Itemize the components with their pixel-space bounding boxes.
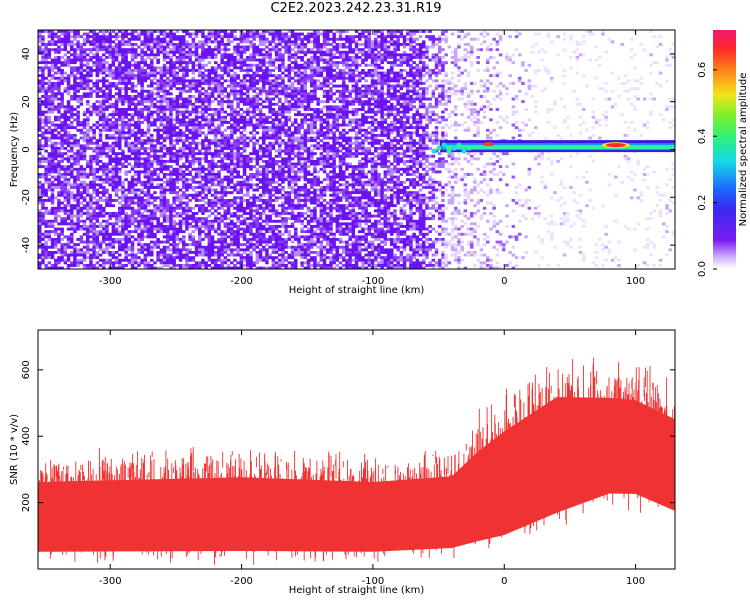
signal-inner	[446, 145, 675, 150]
signal-onset-dot	[446, 148, 452, 154]
signal-onset-dot	[431, 148, 437, 154]
y-tick-label: 600	[21, 360, 32, 379]
signal-onset-dot	[466, 145, 472, 151]
y-axis-label: Frequency (Hz)	[9, 112, 20, 188]
signal-onset-dot	[441, 142, 447, 148]
y-tick-label: 200	[21, 493, 32, 512]
x-tick-label: -100	[362, 576, 385, 587]
x-tick-label: 0	[501, 276, 507, 287]
snr-frame	[37, 329, 676, 570]
colorbar-tick-label: 0.2	[697, 195, 708, 211]
snr-plot: -300 -200 -100 0 100 200 400 600 Height of strai…	[9, 329, 676, 596]
x-tick-label: 100	[626, 276, 645, 287]
signal-onset-dot	[461, 148, 467, 154]
x-axis-label: Height of straight line (km)	[289, 585, 425, 596]
signal-onset-dot	[451, 145, 457, 151]
x-tick-label: -100	[362, 276, 385, 287]
colorbar: 0.0 0.2 0.4 0.6 Normalized spectral amplitud…	[697, 30, 749, 277]
signal-line	[431, 140, 675, 154]
y-tick-label: -40	[21, 237, 32, 253]
signal-peak	[605, 143, 626, 148]
x-tick-label: -200	[230, 576, 253, 587]
y-tick-label: 0	[21, 146, 32, 152]
colorbar-label: Normalized spectral amplitude	[738, 73, 749, 227]
x-axis-label: Height of straight line (km)	[289, 285, 425, 296]
signal-hotspot	[482, 142, 495, 147]
y-axis-label: SNR (10 * v/v)	[9, 414, 20, 485]
colorbar-tick-label: 0.6	[697, 62, 708, 78]
x-tick-label: -200	[230, 276, 253, 287]
y-tick-label: -20	[21, 189, 32, 205]
signal-onset-dot	[456, 142, 462, 148]
x-tick-label: 100	[626, 576, 645, 587]
y-tick-label: 40	[21, 48, 32, 61]
x-tick-label: -300	[99, 276, 122, 287]
colorbar-tick-label: 0.4	[697, 128, 708, 144]
y-tick-label: 20	[21, 95, 32, 108]
y-tick-label: 400	[21, 427, 32, 446]
colorbar-tick-label: 0.0	[697, 261, 708, 277]
x-tick-label: 0	[501, 576, 507, 587]
chart-title: C2E2.2023.242.23.31.R19	[270, 1, 442, 16]
snr-series-line	[38, 357, 675, 565]
colorbar-gradient	[713, 30, 736, 269]
spectrogram-cells	[38, 30, 675, 269]
x-tick-label: -300	[99, 576, 122, 587]
signal-onset-dot	[436, 145, 442, 151]
